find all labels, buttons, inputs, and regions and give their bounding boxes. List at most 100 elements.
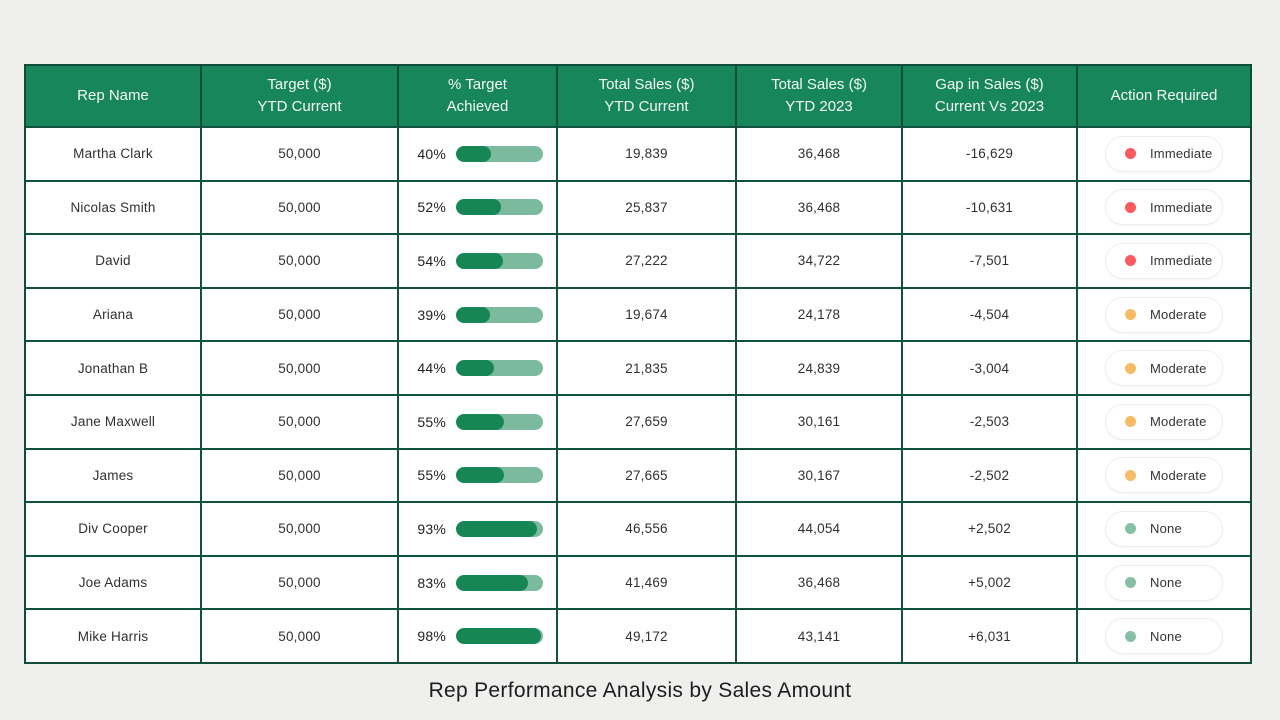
rep-name-cell: Jonathan B [26, 342, 202, 394]
column-header-action: Action Required [1110, 87, 1218, 105]
action-badge: Moderate [1105, 403, 1223, 440]
progress-bar-fill [456, 574, 529, 591]
gap-cell: -3,004 [903, 342, 1078, 394]
table-row: David 50,000 54% 27,222 34,722 -7,501 Im… [26, 233, 1250, 287]
pct-label: 40% [417, 145, 446, 162]
progress-bar-track [456, 574, 543, 591]
pct-target-cell: 40% [399, 128, 558, 180]
progress-bar-track [456, 306, 543, 323]
progress-bar-track [456, 413, 543, 430]
action-label: Moderate [1150, 360, 1207, 376]
gap-cell: -10,631 [903, 181, 1078, 234]
target-cell: 50,000 [202, 235, 399, 287]
pct-target-cell: 83% [399, 556, 558, 609]
sales-2023-cell: 36,468 [737, 556, 903, 609]
action-cell: None [1078, 610, 1250, 662]
gap-cell: -2,502 [903, 449, 1078, 502]
pct-label: 55% [417, 413, 446, 430]
rep-name-cell: Nicolas Smith [26, 181, 202, 234]
progress-bar-track [456, 520, 543, 537]
action-cell: Moderate [1078, 289, 1250, 341]
sales-2023-cell: 30,167 [737, 449, 903, 502]
action-label: None [1150, 521, 1182, 537]
action-badge: None [1105, 618, 1223, 655]
progress-bar-fill [456, 467, 504, 484]
rep-name-cell: Jane Maxwell [26, 395, 202, 448]
progress-bar-fill [456, 628, 542, 645]
rep-name-cell: Mike Harris [26, 610, 202, 662]
progress-bar-track [456, 628, 543, 645]
action-cell: Immediate [1078, 235, 1250, 287]
progress-bar-fill [456, 413, 504, 430]
target-cell: 50,000 [202, 288, 399, 341]
target-cell: 50,000 [202, 556, 399, 609]
table-row: Jane Maxwell 50,000 55% 27,659 30,161 -2… [26, 393, 1250, 448]
progress-bar-fill [456, 360, 495, 377]
action-badge: Moderate [1105, 296, 1223, 333]
action-badge: Immediate [1105, 242, 1223, 279]
status-dot-icon [1125, 201, 1136, 213]
table-row: Mike Harris 50,000 98% 49,172 43,141 +6,… [26, 608, 1250, 662]
pct-target-cell: 98% [399, 610, 558, 662]
table-row: Joe Adams 50,000 83% 41,469 36,468 +5,00… [26, 554, 1250, 609]
sales-current-cell: 49,172 [558, 610, 737, 662]
pct-label: 52% [417, 199, 446, 216]
action-cell: None [1078, 503, 1250, 555]
sales-current-cell: 19,839 [558, 128, 737, 180]
sales-2023-cell: 24,839 [737, 342, 903, 394]
rep-name-cell: James [26, 449, 202, 502]
action-badge: Moderate [1105, 350, 1223, 387]
target-cell: 50,000 [202, 128, 399, 180]
target-cell: 50,000 [202, 449, 399, 502]
rep-name-cell: David [26, 235, 202, 287]
action-label: Immediate [1150, 146, 1213, 162]
action-label: None [1150, 628, 1182, 644]
sales-current-cell: 19,674 [558, 288, 737, 341]
column-header-sales-2023: Total Sales ($) YTD 2023 [737, 66, 903, 126]
rep-name-cell: Joe Adams [26, 556, 202, 609]
pct-target-cell: 55% [399, 449, 558, 502]
action-badge: Moderate [1105, 457, 1223, 494]
status-dot-icon [1125, 148, 1136, 160]
progress-bar-track [456, 467, 543, 484]
action-cell: Immediate [1078, 182, 1250, 234]
gap-cell: +6,031 [903, 610, 1078, 662]
progress-bar-fill [456, 145, 491, 162]
pct-label: 44% [417, 360, 446, 377]
target-cell: 50,000 [202, 342, 399, 394]
action-cell: None [1078, 557, 1250, 609]
target-cell: 50,000 [202, 395, 399, 448]
action-badge: None [1105, 510, 1223, 547]
pct-target-cell: 39% [399, 288, 558, 341]
progress-bar-track [456, 252, 543, 269]
action-label: Immediate [1150, 199, 1213, 215]
pct-label: 55% [417, 467, 446, 484]
rep-name-cell: Div Cooper [26, 503, 202, 555]
rep-name-cell: Ariana [26, 288, 202, 341]
action-badge: Immediate [1105, 189, 1223, 226]
column-header-rep-name: Rep Name [26, 66, 202, 126]
column-header-target: Target ($) YTD Current [202, 66, 399, 126]
sales-2023-cell: 24,178 [737, 288, 903, 341]
pct-label: 39% [417, 306, 446, 323]
table-row: Div Cooper 50,000 93% 46,556 44,054 +2,5… [26, 501, 1250, 555]
status-dot-icon [1125, 630, 1136, 642]
sales-current-cell: 25,837 [558, 181, 737, 234]
progress-bar-fill [456, 252, 503, 269]
pct-target-cell: 52% [399, 181, 558, 234]
action-label: Immediate [1150, 253, 1213, 269]
gap-cell: -7,501 [903, 235, 1078, 287]
progress-bar-fill [456, 199, 502, 216]
action-cell: Moderate [1078, 450, 1250, 502]
sales-current-cell: 27,659 [558, 395, 737, 448]
rep-name-cell: Martha Clark [26, 128, 202, 180]
gap-cell: -4,504 [903, 288, 1078, 341]
action-cell: Moderate [1078, 342, 1250, 394]
table-row: Ariana 50,000 39% 19,674 24,178 -4,504 M… [26, 286, 1250, 341]
action-badge: None [1105, 564, 1223, 601]
rep-performance-table: Rep Name Target ($) YTD Current % Target… [24, 64, 1252, 664]
status-dot-icon [1125, 255, 1136, 267]
table-body: Martha Clark 50,000 40% 19,839 36,468 -1… [26, 126, 1250, 662]
action-badge: Immediate [1105, 135, 1223, 172]
table-header-row: Rep Name Target ($) YTD Current % Target… [26, 66, 1250, 126]
